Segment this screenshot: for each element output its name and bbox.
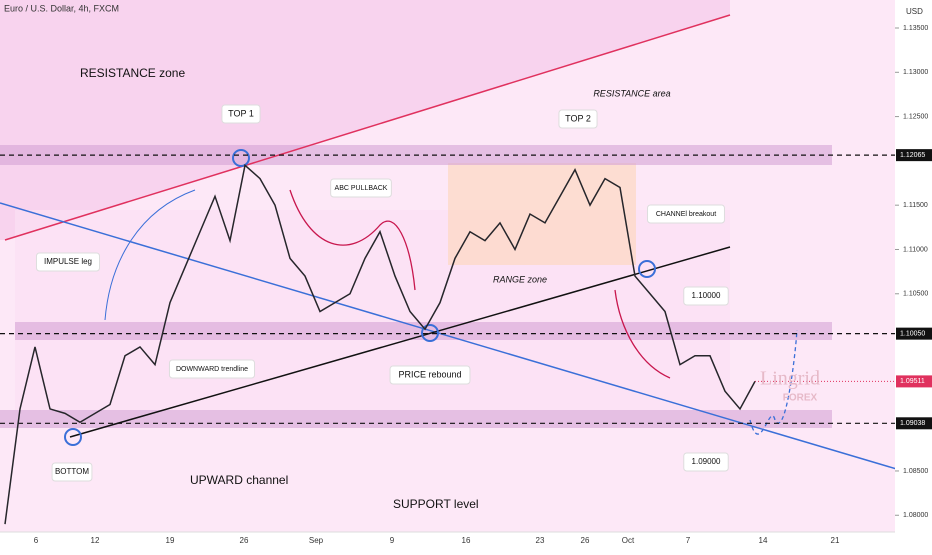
annotation: TOP 1 [228,108,254,118]
annotation-box [330,178,392,198]
y-tick-label: 1.11500 [903,202,928,209]
annotation: PRICE rebound [398,369,461,379]
x-tick-label: 12 [91,536,100,545]
level-label-bg [896,327,932,340]
annotation-box [647,204,725,224]
resistance-trendline [4,14,731,241]
x-tick-label: 6 [34,536,39,545]
level-label: 1.09038 [900,420,925,427]
annotation-box [558,109,598,129]
annotation-box [51,462,93,482]
annotation: RESISTANCE area [593,88,670,98]
pivot-marker [421,324,439,342]
annotation: DOWNWARD trendline [176,366,248,373]
resistance-zone-fill [0,0,730,240]
x-tick-label: 21 [831,536,840,545]
range-box [448,163,636,265]
y-tick-label: 1.11000 [903,246,928,253]
pullback-arrow [289,189,416,291]
annotation: RANGE zone [493,274,547,284]
last-price-label: 1.09511 [900,378,925,385]
chart-title: Euro / U.S. Dollar, 4h, FXCM [4,3,119,13]
annotation: BOTTOM [55,467,89,476]
x-tick-label: 26 [240,536,249,545]
annotation: TOP 2 [565,113,591,123]
level-label-bg [896,149,932,162]
upward-channel-line [69,246,731,438]
pivot-marker [64,428,82,446]
y-tick-label: 1.10500 [903,291,928,298]
annotation: UPWARD channel [190,473,288,487]
level-label: 1.12065 [900,152,925,159]
annotation-box [683,286,729,306]
annotation: ABC PULLBACK [335,185,388,192]
annotation: CHANNEl breakout [656,211,716,218]
y-tick-label: 1.12500 [903,113,928,120]
pivot-marker [638,260,656,278]
last-price-bg [896,375,932,388]
watermark: FOREX [783,393,818,404]
annotation-box [683,452,729,472]
level-label: 1.10050 [900,330,925,337]
currency-label: USD [906,7,923,16]
x-tick-label: 23 [536,536,545,545]
x-tick-label: Sep [309,536,324,545]
x-tick-label: 19 [166,536,175,545]
y-tick-label: 1.13500 [903,25,928,32]
annotation-box [389,365,471,385]
x-tick-label: Oct [622,536,635,545]
x-tick-label: 9 [390,536,395,545]
x-tick-label: 14 [759,536,768,545]
x-tick-label: 16 [462,536,471,545]
annotation: 1.09000 [692,457,721,466]
price-line [4,163,756,525]
annotation-box [35,252,101,272]
breakout-arrow [614,289,671,379]
annotation-box [168,359,256,379]
price-axis [895,0,932,550]
annotation: RESISTANCE zone [80,66,185,80]
y-tick-label: 1.08500 [903,468,928,475]
annotation: SUPPORT level [393,497,479,511]
watermark: Lingrid [760,368,820,390]
annotation-box [221,104,261,124]
pivot-marker [232,149,250,167]
annotation: IMPULSE leg [44,257,92,266]
x-tick-label: 26 [581,536,590,545]
level-label-bg [896,417,932,430]
downward-trendline [0,202,901,471]
impulse-arrow [104,189,196,321]
x-tick-label: 7 [686,536,691,545]
annotation: 1.10000 [692,291,721,300]
y-tick-label: 1.13000 [903,69,928,76]
y-tick-label: 1.08000 [903,512,928,519]
